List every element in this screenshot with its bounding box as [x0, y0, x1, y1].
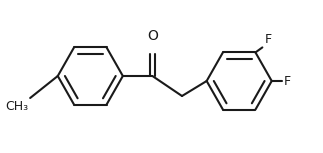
Text: O: O	[147, 29, 158, 43]
Text: F: F	[264, 33, 271, 46]
Text: F: F	[284, 75, 291, 88]
Text: CH₃: CH₃	[5, 100, 28, 113]
